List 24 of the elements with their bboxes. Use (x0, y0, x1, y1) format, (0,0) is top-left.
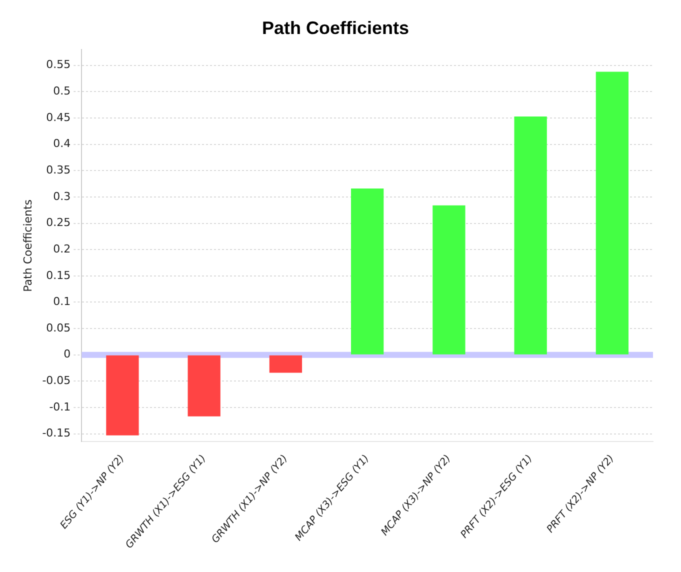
bar (596, 72, 629, 354)
bar (514, 116, 547, 354)
y-tick-label: 0.4 (53, 137, 71, 150)
bar (432, 205, 466, 354)
y-axis-title: Path Coefficients (21, 199, 34, 292)
y-tick-label: 0.45 (46, 110, 71, 124)
y-tick-label: -0.05 (42, 374, 71, 388)
y-tick-label: 0 (64, 348, 71, 361)
bar (269, 355, 302, 373)
y-tick-label: 0.1 (53, 295, 71, 308)
y-tick-label: 0.55 (46, 58, 71, 72)
bar (106, 355, 139, 436)
y-tick-label: 0.5 (53, 84, 71, 98)
bar (351, 188, 384, 354)
y-tick-label: 0.2 (53, 242, 71, 256)
y-tick-label: 0.3 (53, 190, 71, 203)
chart-title: Path Coefficients (262, 18, 410, 38)
y-tick-label: 0.25 (46, 216, 71, 230)
y-tick-label: -0.15 (42, 426, 71, 440)
bar (188, 355, 220, 416)
y-tick-label: 0.05 (46, 321, 71, 334)
y-tick-label: 0.35 (46, 164, 71, 177)
y-tick-label: -0.1 (49, 400, 71, 414)
y-tick-label: 0.15 (46, 268, 71, 282)
